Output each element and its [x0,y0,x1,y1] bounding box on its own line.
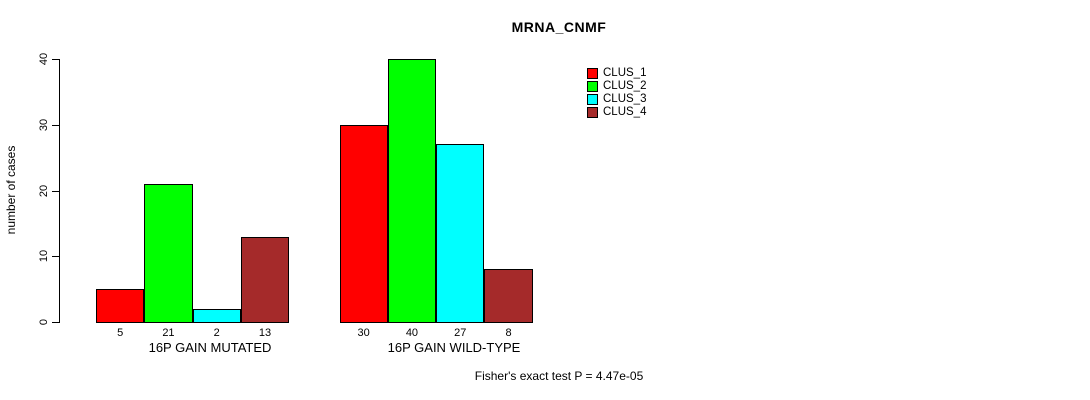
bar-clus_3-1 [192,308,241,323]
legend-label: CLUS_4 [603,106,647,118]
legend-item-clus_1: CLUS_1 [587,67,667,80]
y-axis-label: number of cases [4,145,18,235]
bar-value-label: 30 [357,327,370,339]
y-axis-tick [52,322,59,323]
legend-item-clus_3: CLUS_3 [587,93,667,106]
bar-value-label: 40 [405,327,419,339]
legend-color-swatch-icon [587,94,598,105]
x-category-label: 16P GAIN WILD-TYPE [387,340,521,355]
y-axis-tick-label: 40 [38,52,50,66]
bar-value-label: 27 [454,327,467,339]
y-axis-tick [52,59,59,60]
y-axis-tick-label: 30 [38,118,50,131]
y-axis-tick [52,256,59,258]
legend-label: CLUS_3 [603,93,647,105]
annotation-text: Fisher's exact test P = 4.47e-05 [474,369,644,383]
legend-label: CLUS_1 [603,67,647,79]
bar-clus_4-1 [240,236,290,323]
y-axis-tick-label: 0 [38,318,50,326]
bar-value-label: 21 [162,327,175,339]
y-axis-tick [52,190,59,192]
bar-value-label: 13 [258,327,272,339]
y-axis-line [59,59,60,323]
bar-clus_4-2 [484,269,533,323]
legend-color-swatch-icon [587,68,598,79]
legend-label: CLUS_2 [603,80,647,92]
legend-color-swatch-icon [587,107,598,118]
bar-clus_2-1 [144,183,193,323]
x-category-label: 16P GAIN MUTATED [148,340,272,355]
bar-value-label: 8 [505,327,512,339]
bar-value-label: 2 [213,327,220,339]
bar-clus_1-2 [339,124,388,323]
chart-title: MRNA_CNMF [511,19,607,35]
y-axis-tick [52,124,59,126]
legend-item-clus_2: CLUS_2 [587,80,667,93]
bar-clus_3-2 [436,144,485,323]
legend-item-clus_4: CLUS_4 [587,106,667,119]
bar-value-label: 5 [117,327,124,339]
bar-clus_2-2 [387,59,437,323]
y-axis-tick-label: 10 [38,250,50,263]
bar-clus_1-1 [96,289,145,323]
y-axis-tick-label: 20 [38,184,50,197]
legend-color-swatch-icon [587,81,598,92]
